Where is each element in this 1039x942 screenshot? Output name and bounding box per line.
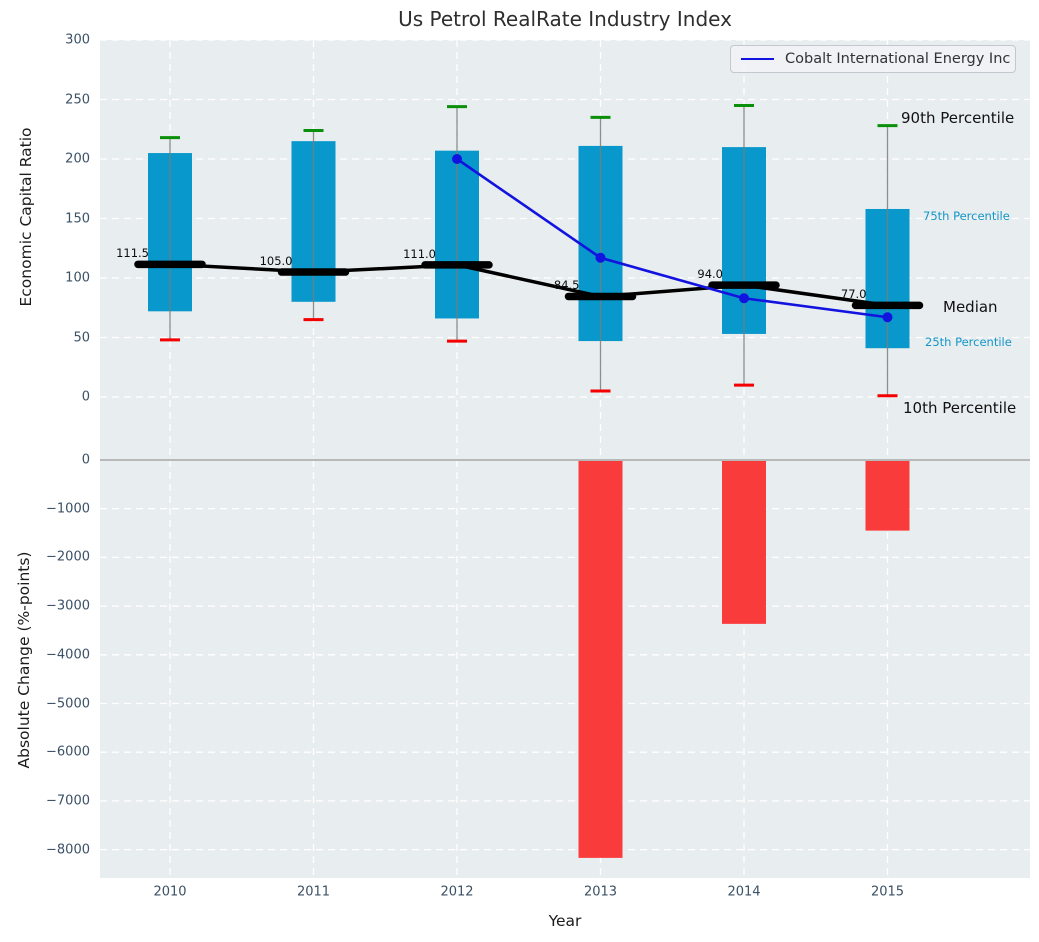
x-tick-label: 2010 <box>153 885 186 900</box>
company-point-2015 <box>883 312 893 322</box>
company-point-2013 <box>596 253 606 263</box>
median-value-label-2011: 105.0 <box>260 254 293 268</box>
bar-2014 <box>722 460 766 624</box>
median-value-label-2015: 77.0 <box>841 287 867 301</box>
x-tick-label: 2011 <box>297 885 330 900</box>
x-tick-label: 2014 <box>727 885 760 900</box>
legend: Cobalt International Energy Inc <box>730 45 1016 73</box>
x-tick-label: 2013 <box>584 885 617 900</box>
annotation-90th-percentile: 90th Percentile <box>901 109 1014 127</box>
y-tick-label-bottom: −4000 <box>46 647 90 662</box>
median-connector-line <box>170 264 888 305</box>
median-value-label-2012: 111.0 <box>403 247 436 261</box>
annotation-75th-percentile: 75th Percentile <box>923 209 1010 223</box>
y-tick-label-top: 150 <box>65 211 90 226</box>
legend-label: Cobalt International Energy Inc <box>785 51 1010 67</box>
y-tick-label-top: 250 <box>65 92 90 107</box>
y-axis-label-bottom: Absolute Change (%-points) <box>15 552 33 769</box>
legend-line-sample <box>741 58 774 60</box>
y-tick-label-bottom: −7000 <box>46 793 90 808</box>
median-value-label-2013: 84.5 <box>554 278 580 292</box>
annotation-10th-percentile: 10th Percentile <box>903 399 1016 417</box>
chart-figure: Us Petrol RealRate Industry Index Econom… <box>0 0 1039 942</box>
y-tick-label-top: 50 <box>73 330 90 345</box>
company-line <box>457 159 888 317</box>
x-axis-label: Year <box>549 912 582 930</box>
chart-title: Us Petrol RealRate Industry Index <box>398 7 732 31</box>
company-point-2014 <box>739 293 749 303</box>
y-tick-label-bottom: −6000 <box>46 745 90 760</box>
y-tick-label-top: 300 <box>65 33 90 48</box>
y-tick-label-bottom: −5000 <box>46 696 90 711</box>
y-tick-label-top: 200 <box>65 152 90 167</box>
y-axis-label-top: Economic Capital Ratio <box>17 127 35 306</box>
y-tick-label-top: 100 <box>65 271 90 286</box>
y-tick-label-bottom: −3000 <box>46 599 90 614</box>
x-tick-label: 2015 <box>871 885 904 900</box>
y-tick-label-bottom: 0 <box>82 453 90 468</box>
annotation-median: Median <box>943 298 998 316</box>
y-tick-label-bottom: −1000 <box>46 501 90 516</box>
y-tick-label-bottom: −8000 <box>46 842 90 857</box>
median-value-label-2010: 111.5 <box>116 246 149 260</box>
chart-canvas <box>0 0 1039 942</box>
y-tick-label-bottom: −2000 <box>46 550 90 565</box>
x-tick-label: 2012 <box>440 885 473 900</box>
company-point-2012 <box>452 154 462 164</box>
bar-2015 <box>866 460 910 531</box>
annotation-25th-percentile: 25th Percentile <box>925 335 1012 349</box>
bar-2013 <box>579 460 623 858</box>
median-value-label-2014: 94.0 <box>697 267 723 281</box>
y-tick-label-top: 0 <box>82 390 90 405</box>
